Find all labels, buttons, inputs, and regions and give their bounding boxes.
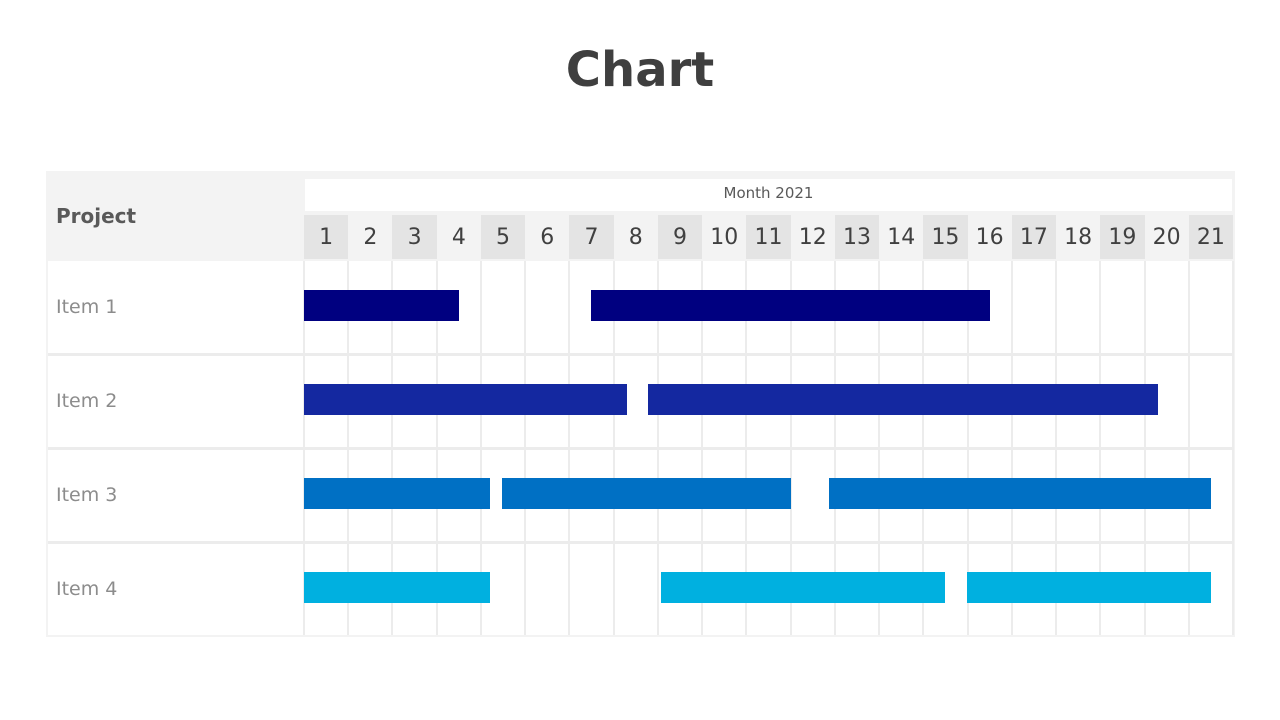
row-label: Item 3: [56, 484, 118, 506]
day-tick-label: 2: [363, 224, 378, 250]
gantt-bar: [304, 478, 490, 509]
day-tick-label: 18: [1064, 224, 1093, 250]
gantt-bar: [590, 290, 990, 321]
grid-line: [1232, 261, 1234, 635]
gantt-bar: [829, 478, 1211, 509]
day-tick-label: 7: [569, 215, 614, 259]
row-label: Item 4: [56, 578, 118, 600]
row-separator: [48, 447, 1233, 450]
day-tick-label: 21: [1188, 215, 1233, 259]
day-tick-label: 9: [657, 215, 703, 259]
month-label: Month 2021: [723, 184, 814, 202]
day-tick-label: 12: [798, 224, 827, 250]
day-tick-label: 6: [540, 224, 555, 250]
day-tick-label: 20: [1152, 224, 1181, 250]
gantt-bar: [304, 572, 490, 603]
day-tick-label: 10: [710, 224, 739, 250]
gantt-bar: [661, 572, 946, 603]
project-header: Project: [56, 204, 137, 228]
day-tick-label: 11: [746, 215, 791, 259]
day-tick-label: 3: [392, 215, 437, 259]
gantt-bar: [648, 384, 1158, 415]
day-tick-label: 5: [480, 215, 526, 259]
row-label: Item 1: [56, 296, 118, 318]
day-tick-label: 15: [923, 215, 968, 259]
row-separator: [48, 353, 1233, 356]
gantt-bar: [502, 478, 791, 509]
row-separator: [48, 541, 1233, 544]
gantt-bar: [966, 572, 1211, 603]
row-label: Item 2: [56, 390, 118, 412]
day-tick-label: 14: [887, 224, 916, 250]
day-tick-label: 17: [1011, 215, 1057, 259]
chart-title: Chart: [565, 42, 715, 98]
day-tick-label: 1: [304, 215, 349, 259]
day-tick-label: 13: [834, 215, 880, 259]
day-tick-label: 16: [975, 224, 1004, 250]
month-header-band: [305, 179, 1232, 211]
day-tick-label: 19: [1100, 215, 1145, 259]
day-tick-label: 8: [628, 224, 643, 250]
day-tick-label: 4: [451, 224, 466, 250]
gantt-bar: [304, 290, 459, 321]
gantt-bar: [304, 384, 627, 415]
